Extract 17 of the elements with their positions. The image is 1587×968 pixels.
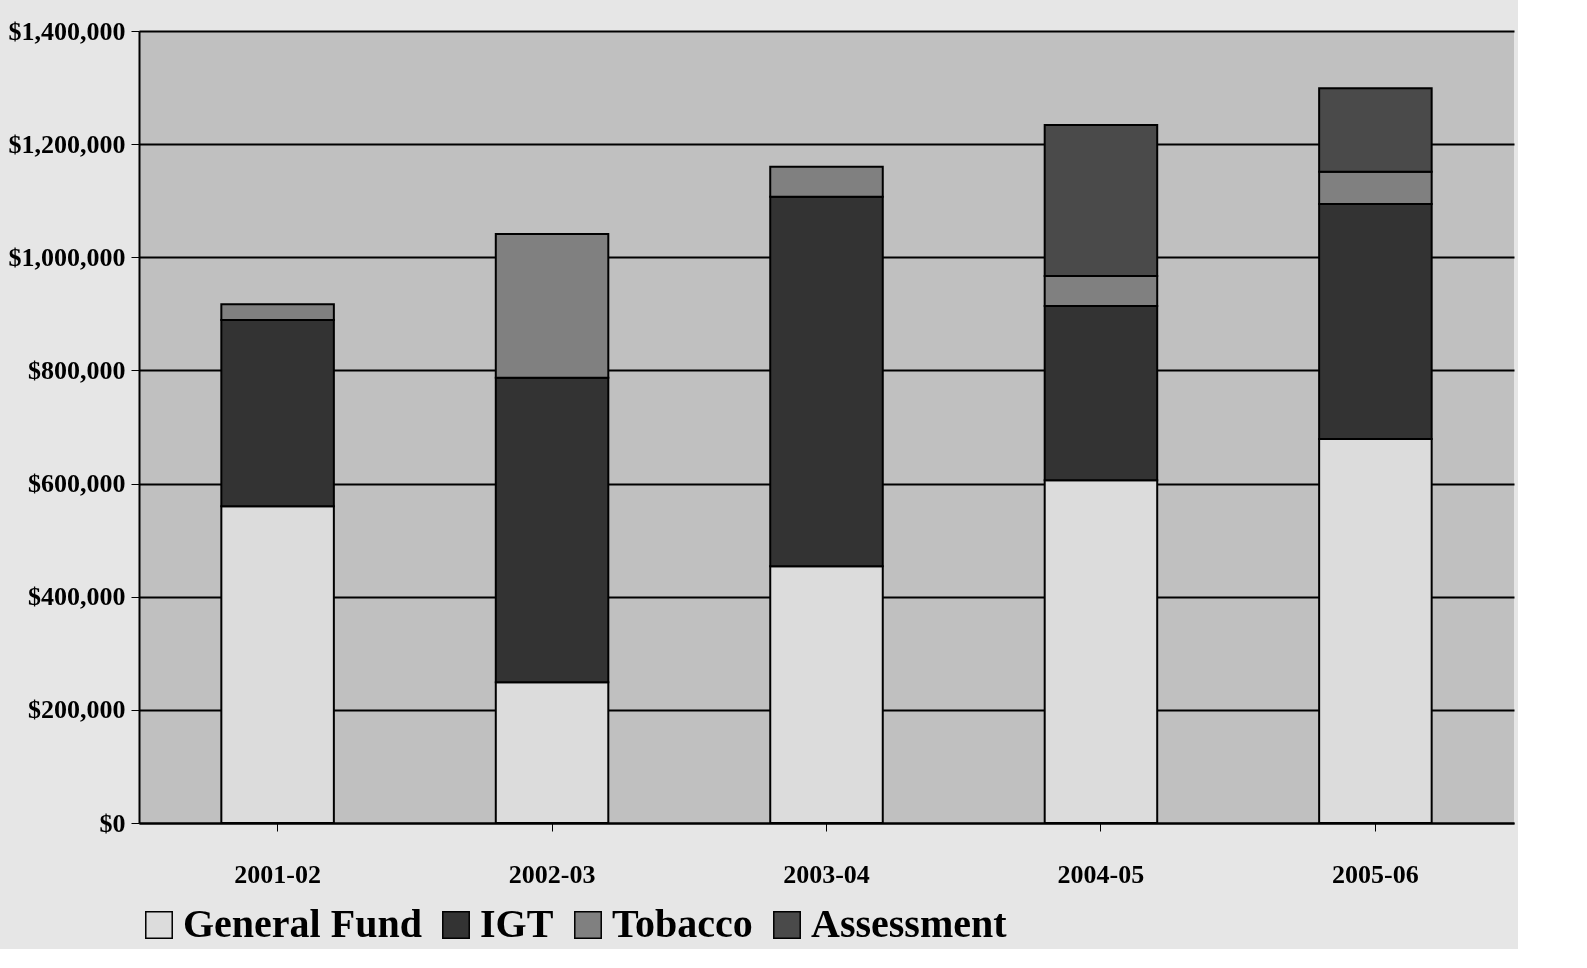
x-tick-label: 2002-03 xyxy=(508,859,596,889)
y-tick-label: $1,400,000 xyxy=(8,16,126,46)
y-tick-label: $800,000 xyxy=(28,355,126,385)
y-tick-label: $1,000,000 xyxy=(8,242,126,272)
legend-label: IGT xyxy=(480,901,554,946)
legend-label: Assessment xyxy=(811,901,1008,946)
x-tick-label: 2003-04 xyxy=(783,859,870,889)
y-tick-label: $400,000 xyxy=(28,582,126,612)
x-tick-label: 2004-05 xyxy=(1057,859,1145,889)
legend-label: Tobacco xyxy=(612,901,753,946)
y-tick-label: $200,000 xyxy=(28,695,126,725)
y-tick-label: $600,000 xyxy=(28,469,126,499)
y-tick-label: $1,200,000 xyxy=(8,129,126,159)
legend-label: General Fund xyxy=(183,901,422,946)
x-tick-label: 2005-06 xyxy=(1332,859,1419,889)
y-tick-label: $0 xyxy=(99,808,126,838)
x-tick-label: 2001-02 xyxy=(234,859,321,889)
